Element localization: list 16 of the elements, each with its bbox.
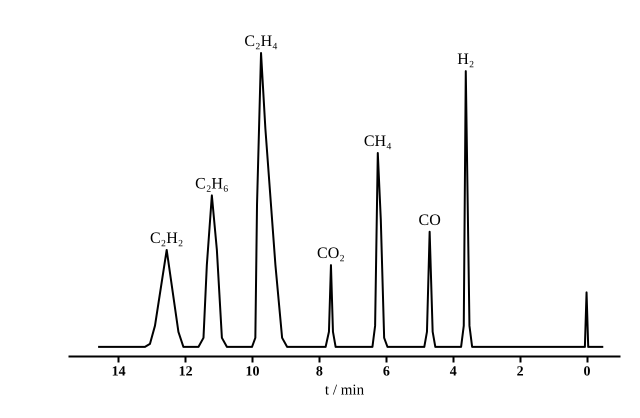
- annotation: C₂H₆: [195, 175, 229, 192]
- x-tick-label: 10: [246, 364, 260, 380]
- x-tick-label: 0: [584, 364, 591, 380]
- x-tick-label: 8: [316, 364, 323, 380]
- x-tick-label: 12: [178, 364, 193, 380]
- annotation: C₂H₂: [150, 230, 184, 247]
- annotation: CH₄: [364, 132, 392, 150]
- annotation: C₂H₄: [244, 33, 278, 50]
- x-axis-title: t / min: [324, 382, 365, 398]
- x-tick-label: 4: [450, 364, 457, 380]
- annotation: CO: [418, 212, 441, 229]
- annotation: CO₂: [317, 245, 345, 262]
- annotation: H₂: [457, 51, 474, 68]
- x-tick-label: 2: [516, 364, 524, 380]
- x-tick-label: 6: [382, 364, 390, 380]
- x-tick-label: 14: [112, 364, 126, 380]
